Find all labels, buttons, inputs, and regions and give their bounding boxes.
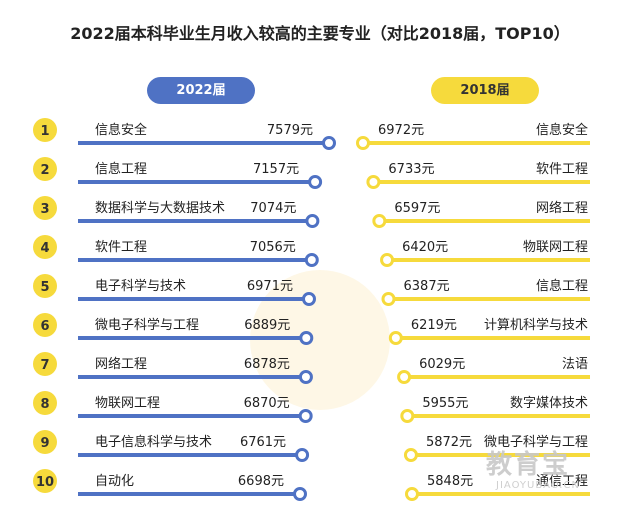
- major-label-2018: 信息安全: [536, 122, 588, 138]
- bar-2022-end-dot: [304, 253, 319, 267]
- rank-number: 1: [40, 124, 49, 139]
- bar-2022-end-dot: [301, 292, 316, 306]
- rank-number: 4: [40, 241, 49, 256]
- rank-number: 9: [40, 436, 49, 451]
- rank-number: 2: [40, 163, 49, 178]
- major-label-2018: 通信工程: [536, 474, 588, 489]
- bar-2018-end-dot: [405, 487, 419, 501]
- value-label-2022: 6698元: [238, 474, 284, 489]
- value-label-2018: 6972元: [378, 123, 424, 138]
- major-label-2018: 信息工程: [536, 278, 588, 294]
- value-label-2022: 7579元: [267, 123, 313, 138]
- bar-2022-end-dot: [295, 448, 310, 462]
- watermark-url: JIAOYUBAO.CN: [496, 480, 580, 491]
- rank-number: 8: [40, 397, 49, 412]
- bar-2022-end-dot: [298, 370, 313, 384]
- rank-number: 5: [40, 280, 49, 295]
- value-label-2022: 7056元: [250, 240, 296, 255]
- major-label-2018: 物联网工程: [523, 240, 588, 255]
- watermark-logo: 教育宝: [486, 450, 571, 480]
- rank-badge: [33, 469, 57, 493]
- rank-badge: [33, 352, 57, 376]
- rank-badge: [33, 196, 57, 220]
- value-label-2022: 6870元: [244, 396, 290, 411]
- rank-number: 7: [40, 358, 49, 373]
- value-label-2018: 6219元: [411, 318, 457, 333]
- rank-badge: [33, 157, 57, 181]
- value-label-2018: 5955元: [422, 396, 468, 411]
- rank-badge: [33, 430, 57, 454]
- rank-badge: [33, 235, 57, 259]
- bar-2018-end-dot: [397, 370, 412, 384]
- rank-number: 10: [36, 475, 54, 490]
- value-label-2022: 6761元: [240, 435, 286, 450]
- major-label-2018: 微电子科学与工程: [484, 434, 588, 450]
- bar-2018-end-dot: [381, 292, 396, 306]
- bar-2018-end-dot: [388, 331, 403, 345]
- major-label-2022: 信息工程: [95, 161, 147, 177]
- value-label-2022: 6889元: [244, 318, 290, 333]
- major-label-2018: 计算机科学与技术: [484, 317, 588, 333]
- legend-2022: 2022届: [147, 77, 255, 104]
- value-label-2018: 5872元: [426, 435, 472, 450]
- value-label-2018: 6387元: [404, 279, 450, 294]
- major-label-2022: 物联网工程: [95, 396, 160, 411]
- legend-2018: 2018届: [431, 77, 539, 104]
- bar-2022-end-dot: [305, 214, 320, 228]
- value-label-2022: 6971元: [247, 279, 293, 294]
- bar-2022-end-dot: [322, 136, 336, 150]
- value-label-2018: 6420元: [402, 240, 448, 255]
- major-label-2022: 网络工程: [95, 356, 147, 372]
- rank-number: 3: [40, 202, 49, 217]
- value-label-2018: 6733元: [388, 162, 434, 177]
- bar-2022-end-dot: [298, 409, 313, 423]
- bar-2018-end-dot: [380, 253, 395, 267]
- major-label-2022: 自动化: [95, 474, 134, 489]
- bar-2018-end-dot: [400, 409, 415, 423]
- bar-2022-end-dot: [308, 175, 323, 189]
- value-label-2018: 6029元: [419, 357, 465, 372]
- bar-2018-end-dot: [372, 214, 387, 228]
- bar-2018-end-dot: [356, 136, 370, 150]
- major-label-2022: 电子科学与技术: [95, 278, 186, 294]
- bar-2018-end-dot: [366, 175, 381, 189]
- major-label-2022: 微电子科学与工程: [95, 317, 199, 333]
- value-label-2022: 6878元: [244, 357, 290, 372]
- major-label-2022: 电子信息科学与技术: [95, 434, 212, 450]
- major-label-2018: 数字媒体技术: [510, 396, 588, 411]
- major-label-2022: 软件工程: [95, 240, 147, 255]
- major-label-2018: 软件工程: [536, 162, 588, 177]
- bar-2018-end-dot: [403, 448, 418, 462]
- rank-badge: [33, 391, 57, 415]
- rank-number: 6: [40, 319, 49, 334]
- bar-2022-end-dot: [293, 487, 307, 501]
- rank-badge: [33, 118, 57, 142]
- major-label-2022: 数据科学与大数据技术: [95, 200, 225, 216]
- value-label-2018: 5848元: [427, 474, 473, 489]
- bar-2022-end-dot: [299, 331, 314, 345]
- rank-badge: [33, 274, 57, 298]
- major-label-2018: 法语: [562, 357, 588, 372]
- value-label-2022: 7157元: [253, 162, 299, 177]
- value-label-2018: 6597元: [394, 201, 440, 216]
- major-label-2018: 网络工程: [536, 200, 588, 216]
- value-label-2022: 7074元: [250, 201, 296, 216]
- major-label-2022: 信息安全: [95, 122, 147, 138]
- rank-badge: [33, 313, 57, 337]
- chart-title: 2022届本科毕业生月收入较高的主要专业（对比2018届，TOP10）: [70, 24, 570, 43]
